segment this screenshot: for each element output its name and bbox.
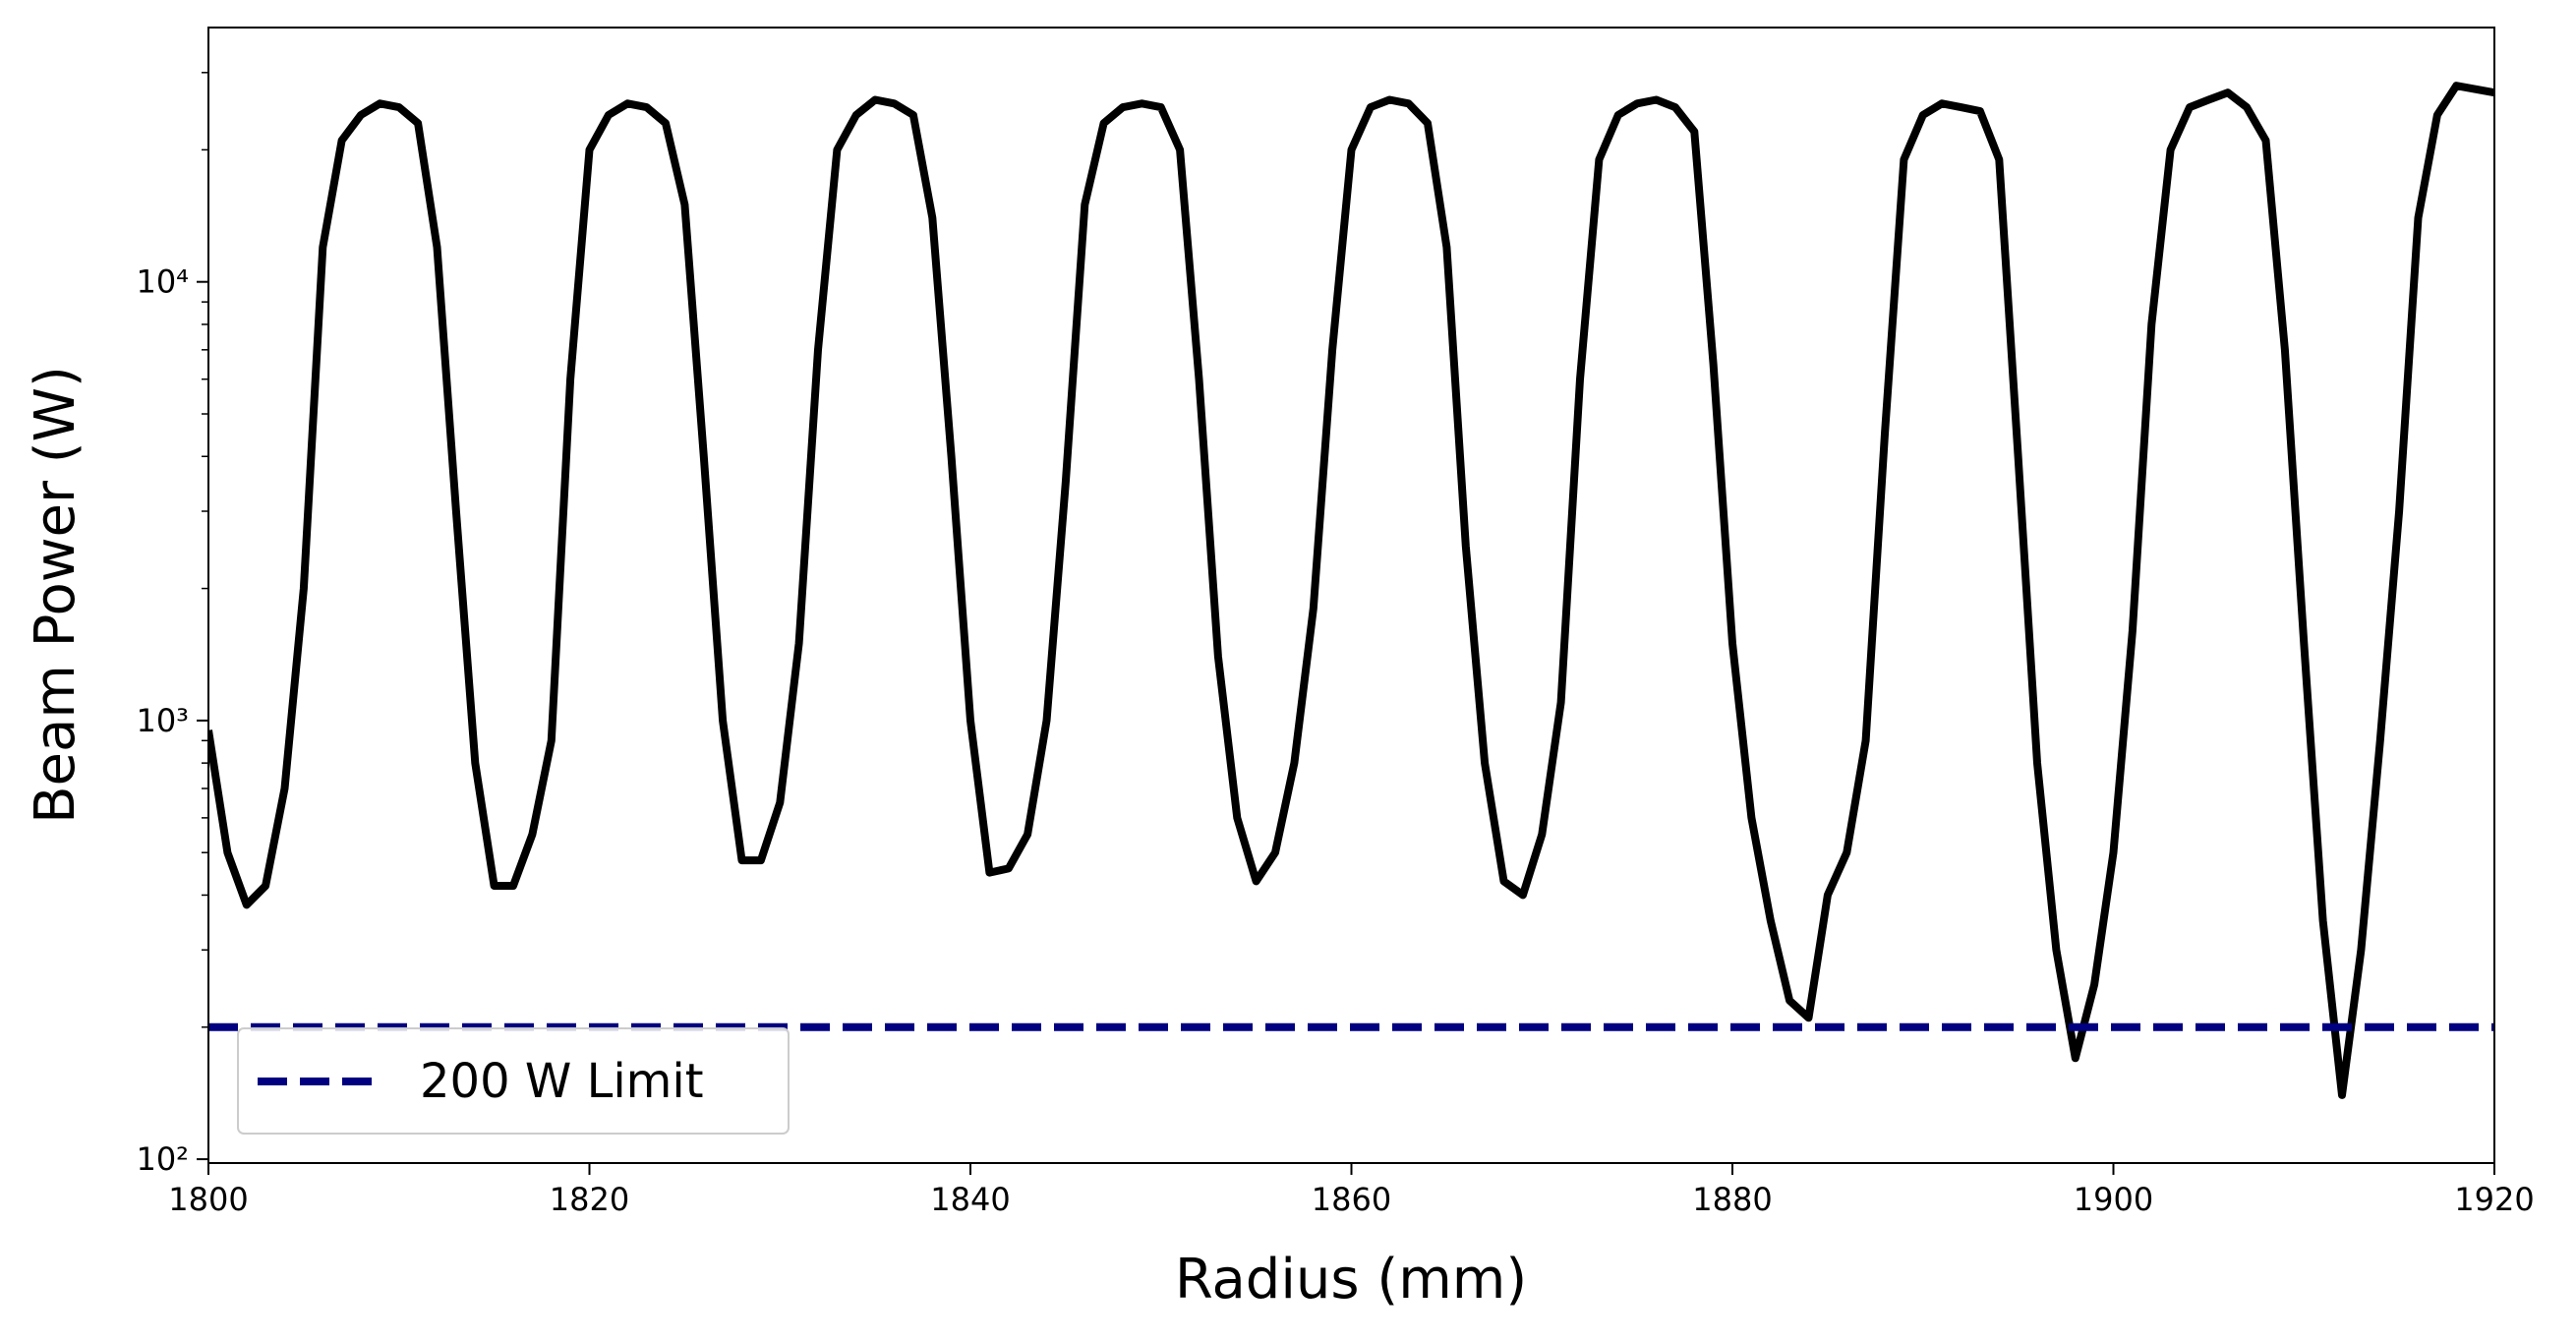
y-tick-label: 10⁴ xyxy=(136,263,189,301)
x-tick-label: 1800 xyxy=(168,1181,248,1218)
legend-box xyxy=(237,1027,790,1135)
plot-frame xyxy=(207,27,2495,1164)
x-tick-label: 1880 xyxy=(1692,1181,1772,1218)
x-tick-label: 1860 xyxy=(1312,1181,1391,1218)
y-tick-label: 10² xyxy=(136,1140,189,1178)
data-line xyxy=(208,82,2494,1099)
x-tick-label: 1900 xyxy=(2074,1181,2153,1218)
x-tick-label: 1920 xyxy=(2454,1181,2534,1218)
x-tick-label: 1840 xyxy=(930,1181,1010,1218)
y-axis-label: Beam Power (W) xyxy=(24,366,88,824)
y-tick-label: 10³ xyxy=(136,702,189,739)
x-tick-label: 1820 xyxy=(550,1181,629,1218)
x-axis-label: Radius (mm) xyxy=(1175,1248,1527,1312)
legend-label: 200 W Limit xyxy=(420,1054,704,1109)
